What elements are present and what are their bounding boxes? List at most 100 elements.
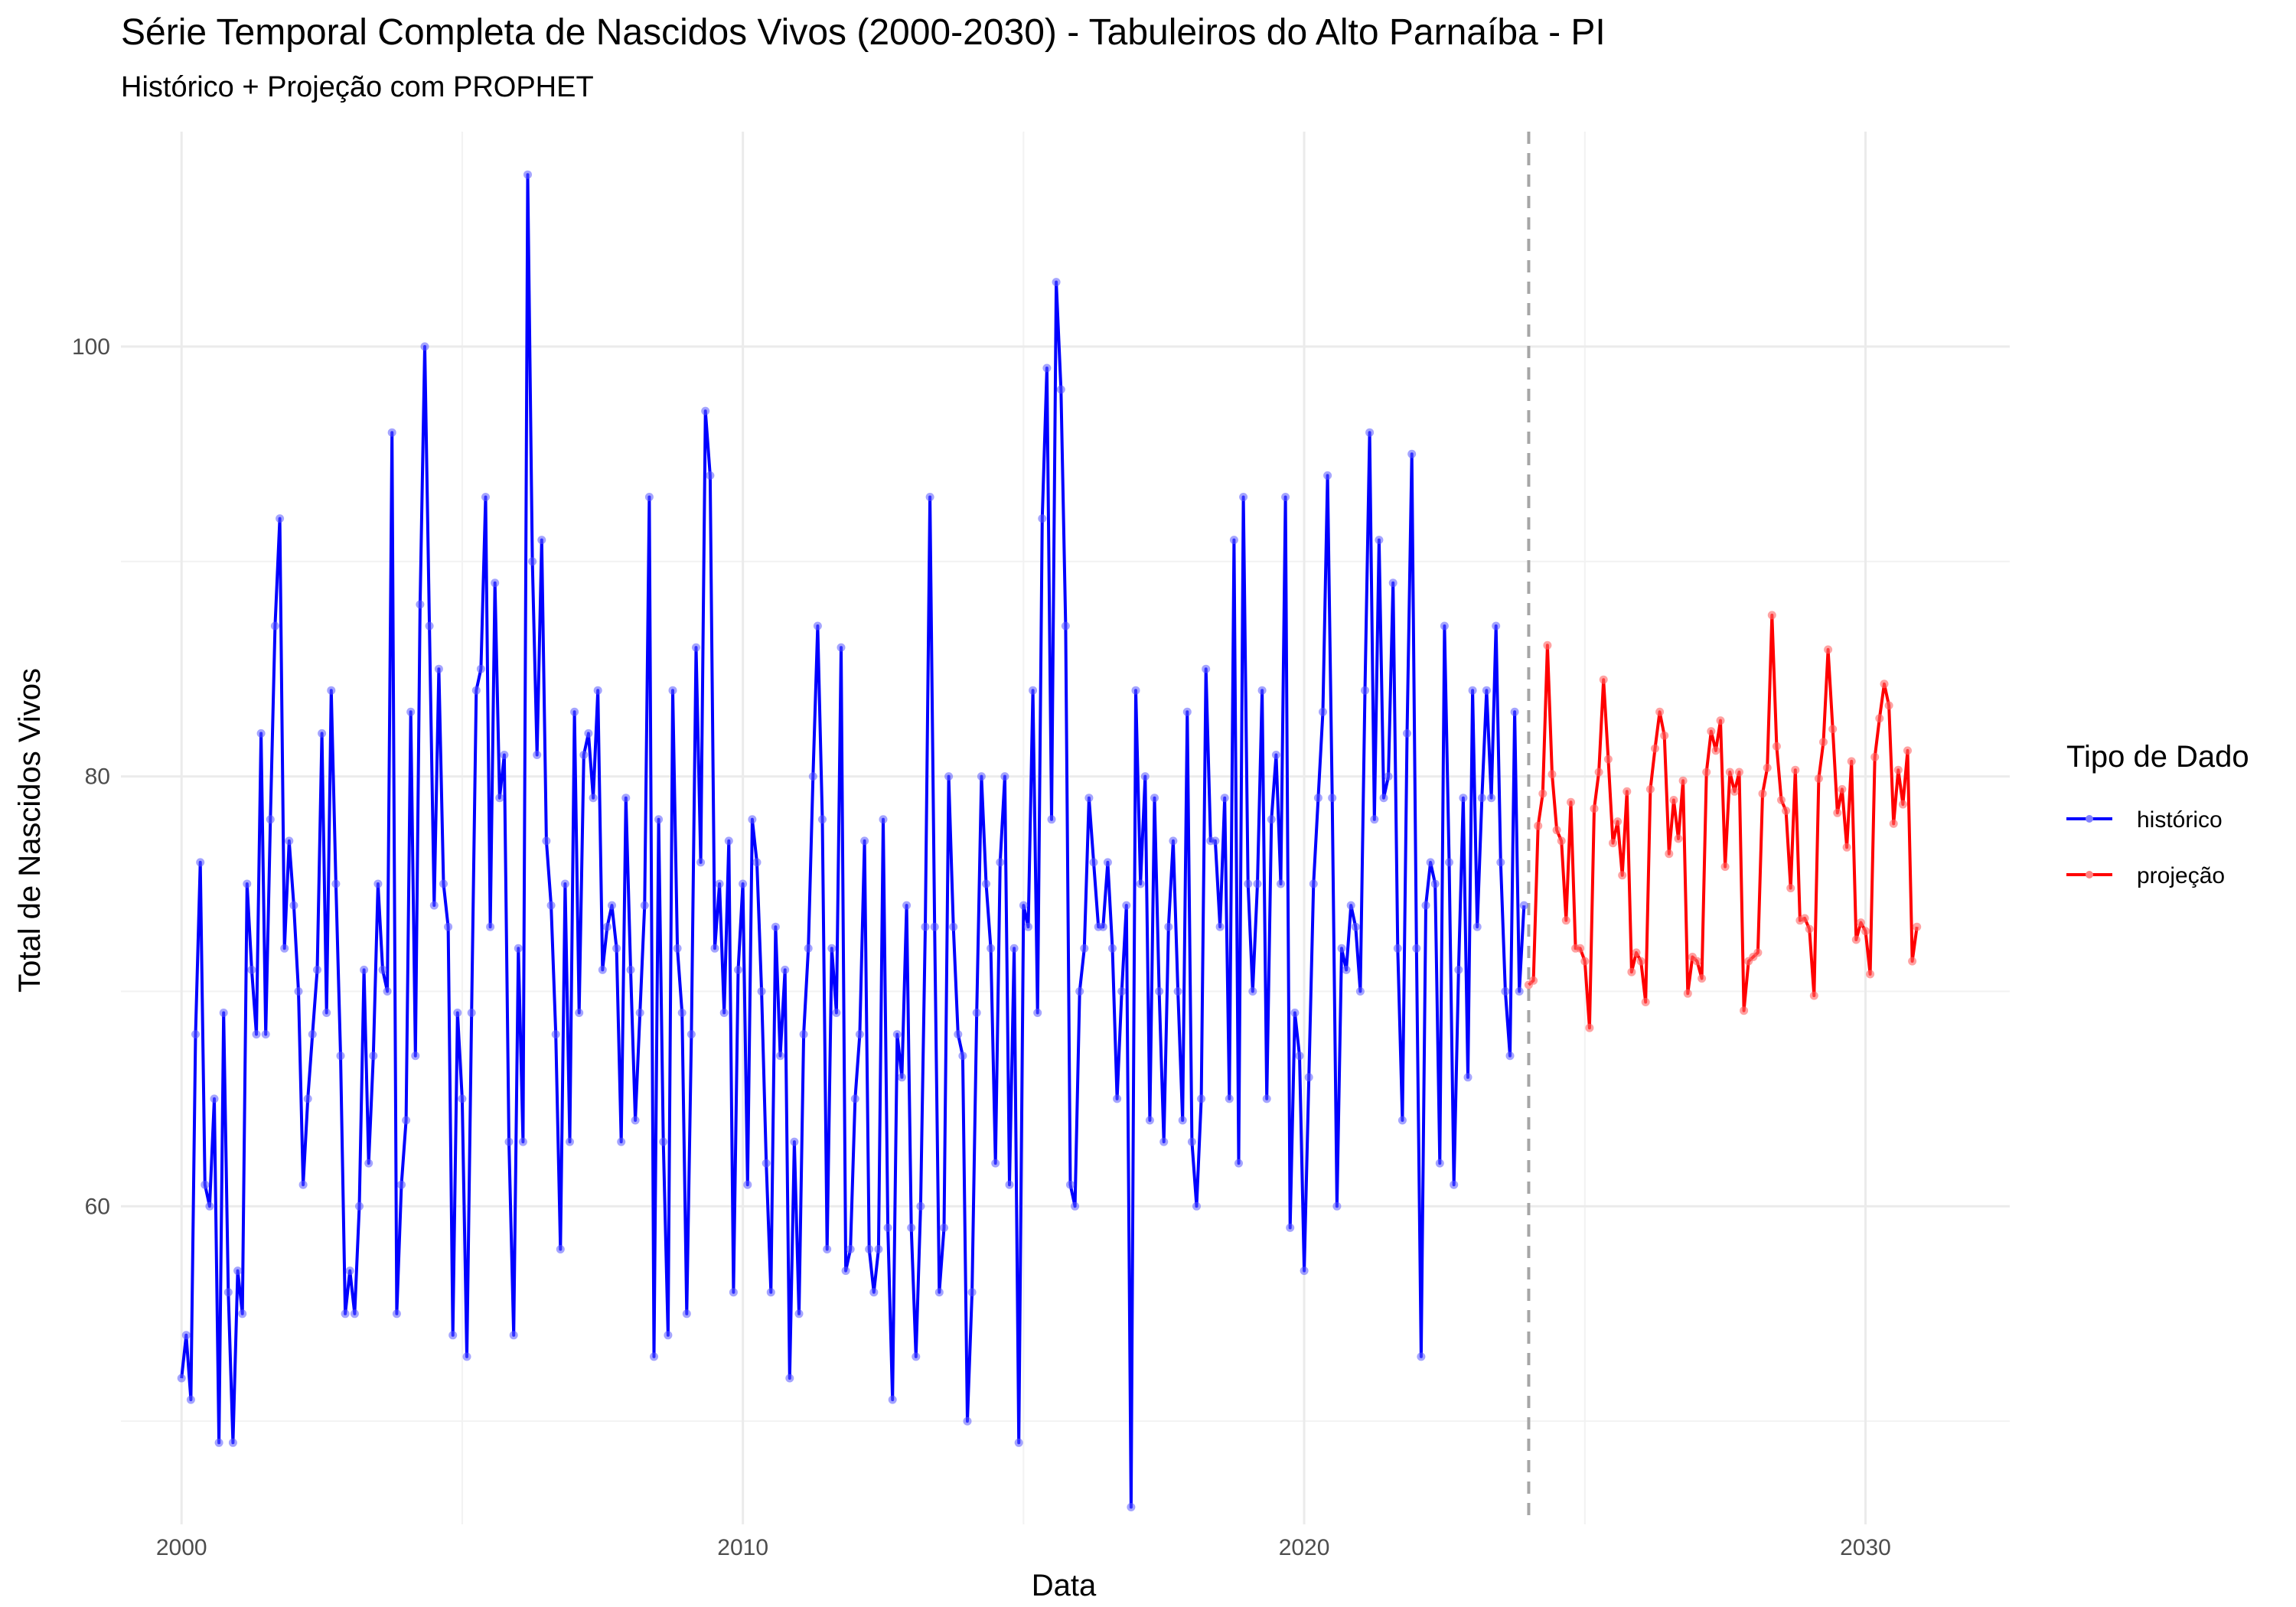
data-point xyxy=(1459,794,1468,803)
data-point xyxy=(1253,879,1262,888)
data-point xyxy=(897,1073,906,1082)
data-point xyxy=(1286,1223,1295,1232)
data-point xyxy=(804,944,813,953)
data-point xyxy=(1660,731,1669,740)
data-point xyxy=(921,922,930,931)
data-point xyxy=(1173,987,1182,996)
data-point xyxy=(1117,987,1127,996)
data-point xyxy=(1590,804,1599,813)
data-point xyxy=(1767,611,1776,620)
x-axis-title: Data xyxy=(1032,1569,1097,1602)
data-point xyxy=(1384,772,1393,781)
data-point xyxy=(1655,707,1665,716)
data-point xyxy=(191,1030,200,1039)
data-point xyxy=(1819,738,1828,747)
data-point xyxy=(996,858,1005,867)
data-point xyxy=(1098,922,1107,931)
data-point xyxy=(1884,701,1893,710)
data-point xyxy=(1220,794,1229,803)
data-point xyxy=(1127,1503,1136,1511)
data-point xyxy=(1669,796,1678,804)
data-point xyxy=(1548,770,1557,779)
data-point xyxy=(467,1009,476,1017)
data-point xyxy=(285,836,294,846)
data-point xyxy=(1454,965,1463,974)
series-1 xyxy=(1524,611,1922,1032)
data-point xyxy=(1847,757,1856,766)
data-point xyxy=(1833,808,1842,817)
data-point xyxy=(589,794,598,803)
data-point xyxy=(1267,815,1276,824)
data-point xyxy=(710,944,719,953)
data-point xyxy=(635,1009,644,1017)
data-point xyxy=(1856,918,1865,927)
data-point xyxy=(1651,744,1659,753)
data-point xyxy=(1842,843,1851,852)
x-tick-label: 2010 xyxy=(717,1535,768,1560)
data-point xyxy=(575,1009,584,1017)
data-point xyxy=(602,922,612,931)
data-point xyxy=(1519,901,1528,910)
data-point xyxy=(1440,621,1449,631)
data-point xyxy=(560,879,569,888)
data-point xyxy=(491,579,500,588)
data-point xyxy=(1375,536,1384,545)
data-point xyxy=(1056,385,1065,394)
data-point xyxy=(1561,916,1570,925)
data-point xyxy=(1033,1009,1042,1017)
data-point xyxy=(1304,1073,1313,1082)
data-point xyxy=(644,493,654,501)
data-point xyxy=(1674,834,1683,843)
data-point xyxy=(626,965,635,974)
data-point xyxy=(1716,716,1725,725)
data-point xyxy=(1543,641,1552,650)
data-point xyxy=(598,965,607,974)
data-point xyxy=(659,1137,668,1146)
data-point xyxy=(1534,821,1543,830)
data-point xyxy=(1623,787,1632,796)
data-point xyxy=(1421,901,1430,910)
data-point xyxy=(1187,1137,1196,1146)
data-point xyxy=(748,815,757,824)
data-point xyxy=(1155,987,1164,996)
data-point xyxy=(1407,449,1417,458)
data-point xyxy=(1786,884,1795,893)
data-point xyxy=(1346,901,1355,910)
data-point xyxy=(654,815,664,824)
data-point xyxy=(1777,796,1786,804)
data-point xyxy=(640,901,649,910)
data-point xyxy=(1300,1266,1309,1276)
data-point xyxy=(261,1030,270,1039)
data-point xyxy=(551,1030,560,1039)
data-point xyxy=(1075,987,1084,996)
data-point xyxy=(1435,1159,1444,1168)
data-point xyxy=(991,1159,1000,1168)
data-point xyxy=(808,772,817,781)
data-point xyxy=(1239,493,1248,501)
data-point xyxy=(734,965,742,974)
data-point xyxy=(1800,914,1809,923)
data-point xyxy=(411,1051,420,1061)
data-point xyxy=(874,1245,883,1253)
data-point xyxy=(841,1266,850,1276)
data-point xyxy=(813,621,822,631)
data-point xyxy=(1870,752,1880,761)
legend-historico-swatch-point xyxy=(2086,815,2093,823)
data-point xyxy=(879,815,888,824)
data-point xyxy=(252,1030,261,1039)
data-point xyxy=(1613,817,1623,826)
data-point xyxy=(930,922,939,931)
data-point xyxy=(1875,714,1884,723)
data-point xyxy=(1594,768,1603,777)
data-point xyxy=(518,1137,527,1146)
data-point xyxy=(1052,278,1061,287)
data-point xyxy=(1707,727,1716,736)
data-point xyxy=(383,987,392,996)
data-point xyxy=(1169,836,1178,846)
data-point xyxy=(724,836,733,846)
data-point xyxy=(673,944,682,953)
x-tick-label: 2020 xyxy=(1279,1535,1330,1560)
data-point xyxy=(1113,1094,1122,1103)
data-point xyxy=(1417,1352,1426,1361)
data-point xyxy=(1636,957,1645,966)
